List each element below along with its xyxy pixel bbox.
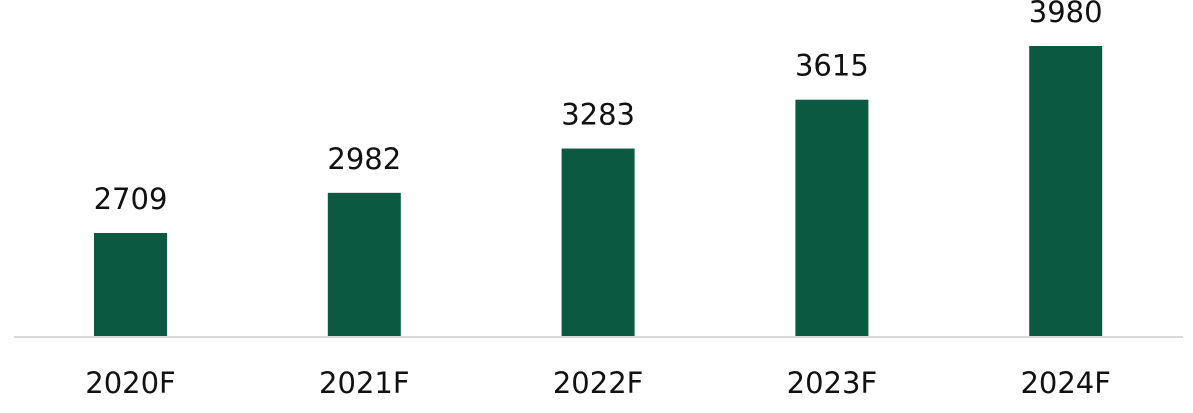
bar-2021F	[327, 192, 401, 336]
category-label-2020F: 2020F	[85, 366, 175, 400]
data-label-2020F: 2709	[94, 182, 168, 216]
category-label-2023F: 2023F	[787, 366, 877, 400]
category-label-2022F: 2022F	[553, 366, 643, 400]
bar-2020F	[94, 233, 167, 336]
value-labels-group: 2709 2982 3283 3615 3980	[94, 0, 1103, 216]
data-label-2021F: 2982	[327, 142, 401, 176]
bar-2024F	[1029, 46, 1103, 337]
bar-2022F	[561, 148, 635, 336]
data-label-2023F: 3615	[795, 49, 869, 83]
bars-group	[94, 46, 1103, 337]
category-label-2021F: 2021F	[319, 366, 409, 400]
bar-2023F	[795, 99, 869, 337]
category-labels-group: 2020F 2021F 2022F 2023F 2024F	[85, 366, 1111, 400]
data-label-2024F: 3980	[1029, 0, 1103, 29]
category-label-2024F: 2024F	[1020, 366, 1110, 400]
data-label-2022F: 3283	[561, 98, 635, 132]
